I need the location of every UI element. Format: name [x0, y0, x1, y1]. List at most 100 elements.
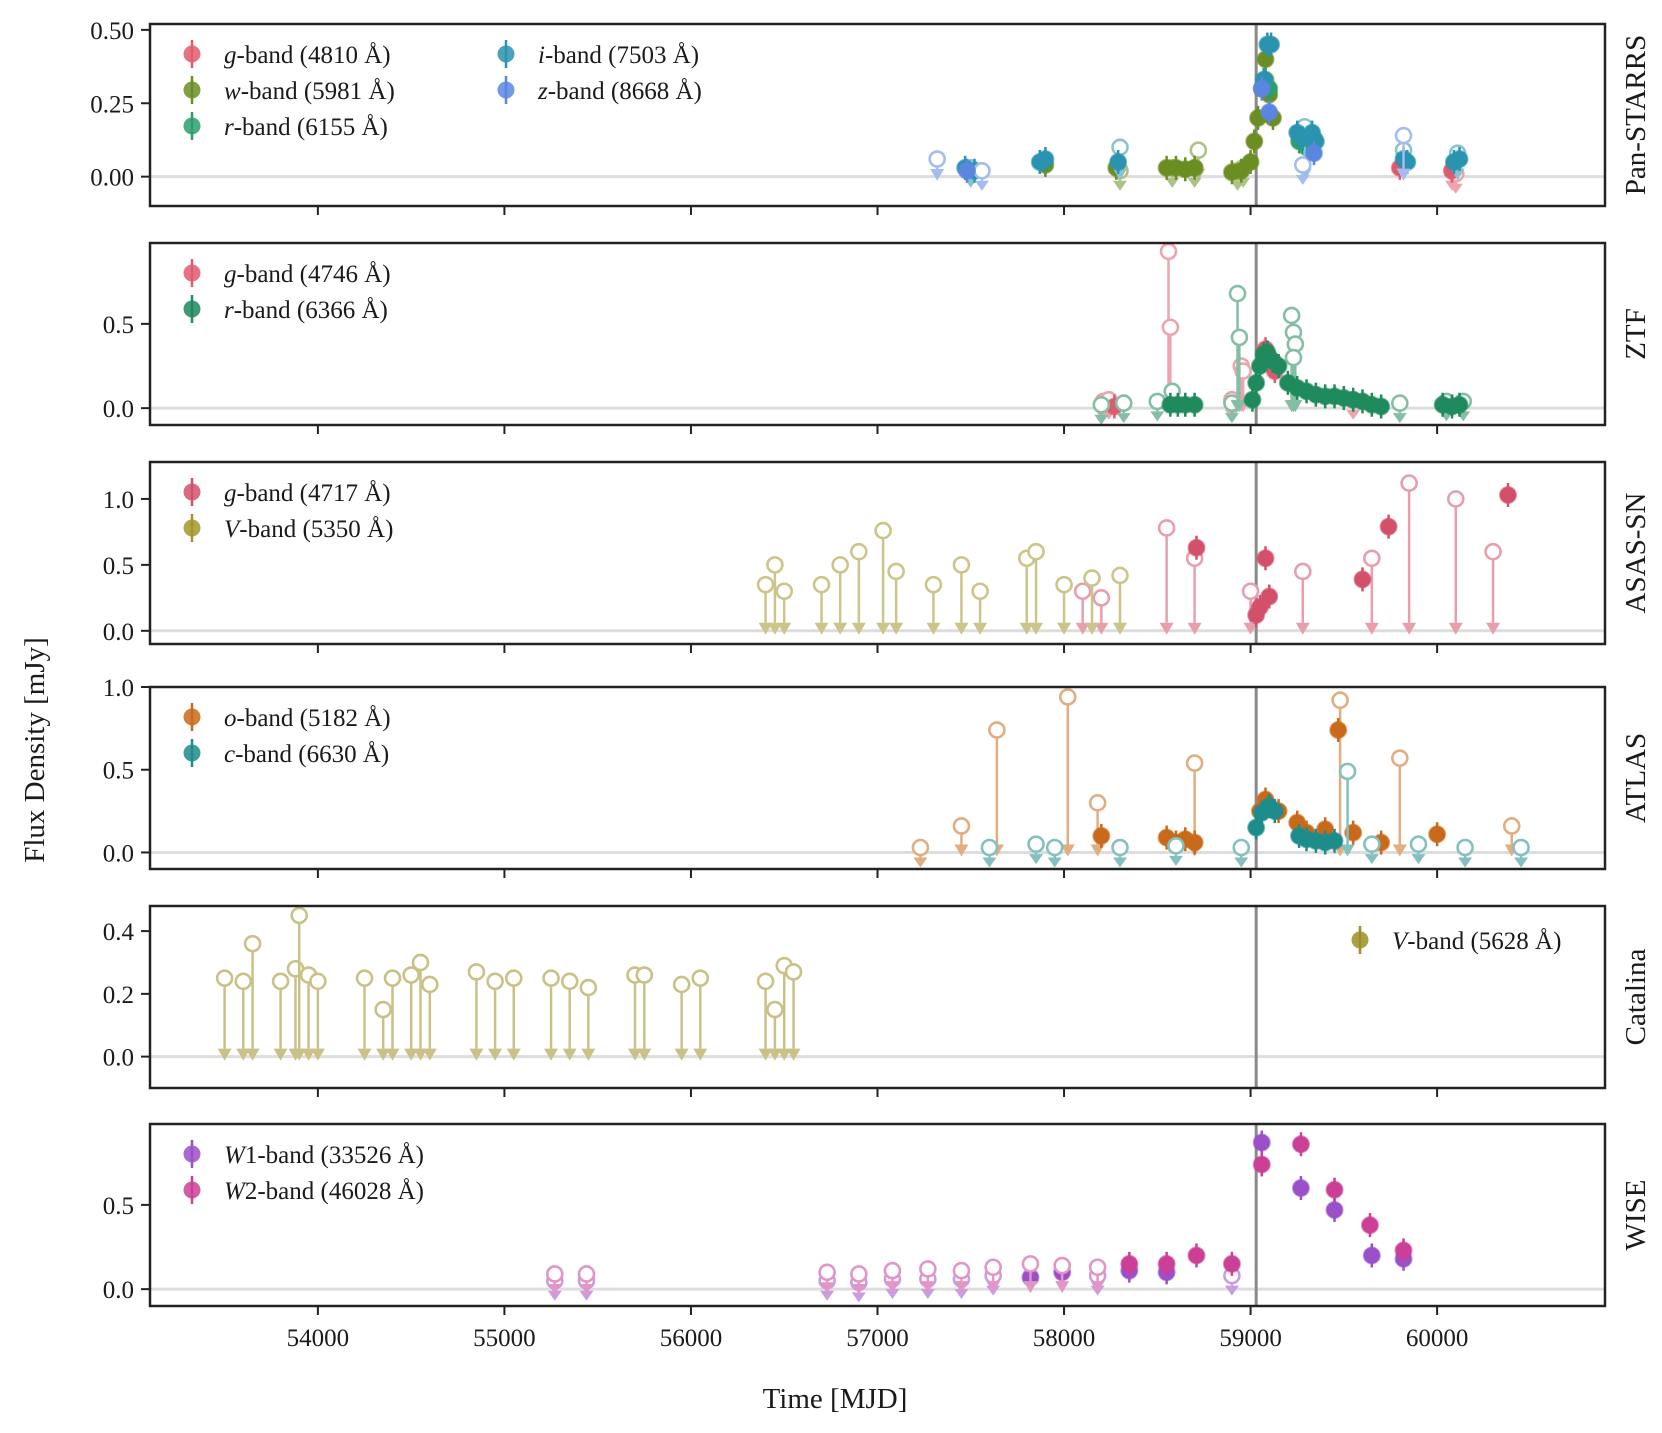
limit-arrow	[851, 1292, 866, 1303]
legend-band-symbol: r	[224, 297, 234, 324]
limit-arrow	[1392, 844, 1407, 857]
upper-limit-W2	[1021, 1255, 1040, 1294]
legend-label: g-band (4717 Å)	[224, 480, 391, 507]
data-point-c	[1325, 831, 1344, 850]
limit-arrow	[292, 1048, 307, 1061]
legend-marker	[183, 483, 201, 501]
limit-marker-z	[973, 161, 991, 180]
legend-label: V-band (5350 Å)	[224, 516, 393, 543]
limit-arrow	[422, 1048, 437, 1061]
panel-frame	[148, 241, 1607, 427]
legend: o-band (5182 Å)c-band (6630 Å)	[183, 703, 391, 768]
limit-marker-g	[1400, 474, 1418, 492]
data-point-W1	[1362, 1246, 1381, 1265]
legend-band-symbol: g	[224, 42, 237, 69]
panel-catalina: 0.0 0.2 0.4 Catalina V-band (5628 Å)	[103, 904, 1652, 1097]
limit-marker-r	[1391, 394, 1409, 412]
limit-arrow	[1113, 180, 1127, 191]
upper-limit-W2	[984, 1258, 1002, 1294]
limit-arrow	[885, 1281, 900, 1294]
limit-arrow	[674, 1048, 689, 1061]
data-point-W2	[1120, 1254, 1139, 1273]
data-point-r	[1269, 357, 1288, 376]
limit-arrow	[1236, 177, 1251, 188]
upper-limit-o	[911, 838, 930, 868]
data-point-W2	[1157, 1254, 1176, 1273]
limit-arrow	[245, 1048, 260, 1061]
limit-arrow	[385, 1048, 400, 1061]
upper-limit-V	[1111, 566, 1129, 635]
limit-arrow	[1346, 409, 1361, 420]
legend-band-symbol: g	[224, 480, 237, 507]
limit-arrow	[1295, 622, 1310, 635]
limit-marker-o	[988, 721, 1006, 739]
legend-label: W1-band (33526 Å)	[224, 1142, 424, 1169]
limit-arrow	[1340, 844, 1355, 857]
limit-arrow	[1187, 622, 1202, 635]
y-tick-label: 0.50	[90, 18, 134, 45]
upper-limit-z	[1294, 156, 1312, 185]
upper-limit-V	[766, 1000, 784, 1061]
limit-marker-V	[784, 963, 803, 981]
limit-arrow	[488, 1048, 503, 1061]
limit-arrow	[1019, 622, 1034, 635]
limit-marker-c	[1338, 762, 1357, 781]
legend-marker	[497, 81, 515, 99]
legend-band-text: -band (4810 Å)	[237, 42, 391, 69]
limit-marker-V	[756, 575, 775, 594]
upper-limit-r	[1391, 394, 1409, 424]
limit-arrow	[1085, 622, 1100, 635]
limit-arrow	[851, 622, 866, 635]
limit-marker-o	[1391, 749, 1409, 767]
limit-arrow	[1116, 413, 1131, 424]
legend-band-symbol: V	[224, 516, 242, 543]
legend-band-symbol: W	[224, 1142, 247, 1169]
data-point-o	[1329, 721, 1348, 740]
upper-limit-V	[850, 542, 868, 635]
upper-limit-V	[1027, 542, 1045, 635]
limit-arrow	[236, 1048, 251, 1061]
legend-marker	[183, 1181, 201, 1199]
limit-arrow	[920, 1281, 935, 1294]
limit-arrow	[1113, 622, 1127, 635]
upper-limit-V	[812, 575, 831, 635]
limit-arrow	[1047, 857, 1062, 868]
legend-marker	[497, 45, 515, 63]
data-point-i	[1036, 150, 1055, 169]
upper-limit-z	[1394, 126, 1413, 181]
limit-arrow	[851, 1283, 866, 1294]
limit-marker-W2	[818, 1263, 836, 1282]
limit-arrow	[562, 1048, 577, 1061]
limit-arrow	[506, 1048, 521, 1061]
y-tick-label: 0.0	[103, 1045, 134, 1072]
limit-arrow	[974, 180, 989, 191]
upper-limit-V	[691, 969, 710, 1061]
upper-limit-V	[467, 963, 486, 1061]
legend-band-symbol: g	[224, 261, 237, 288]
limit-arrow	[1168, 855, 1183, 866]
panel-frame	[148, 22, 1607, 208]
limit-arrow	[889, 622, 904, 635]
limit-arrow	[1392, 413, 1407, 424]
data-point-g	[1379, 517, 1398, 536]
limit-arrow	[547, 1290, 562, 1301]
limit-marker-g	[1092, 589, 1111, 607]
limit-arrow	[404, 1048, 419, 1061]
legend-band-symbol: c	[224, 741, 235, 768]
upper-limit-V	[290, 906, 309, 1061]
panel-frame	[148, 685, 1607, 871]
data-point-W2	[1325, 1180, 1344, 1199]
panel-frame	[148, 1122, 1607, 1308]
limit-arrow	[376, 1048, 391, 1061]
upper-limit-c	[980, 838, 999, 868]
data-point-o	[1428, 825, 1447, 844]
data-point-r	[1372, 397, 1391, 416]
data-point-r	[1243, 390, 1262, 409]
limit-marker-z	[928, 150, 946, 168]
upper-limit-c	[1363, 835, 1381, 865]
legend-band-symbol: o	[224, 705, 237, 732]
limit-marker-V	[542, 969, 560, 987]
legend: W1-band (33526 Å)W2-band (46028 Å)	[183, 1140, 424, 1205]
limit-arrow	[628, 1048, 642, 1061]
